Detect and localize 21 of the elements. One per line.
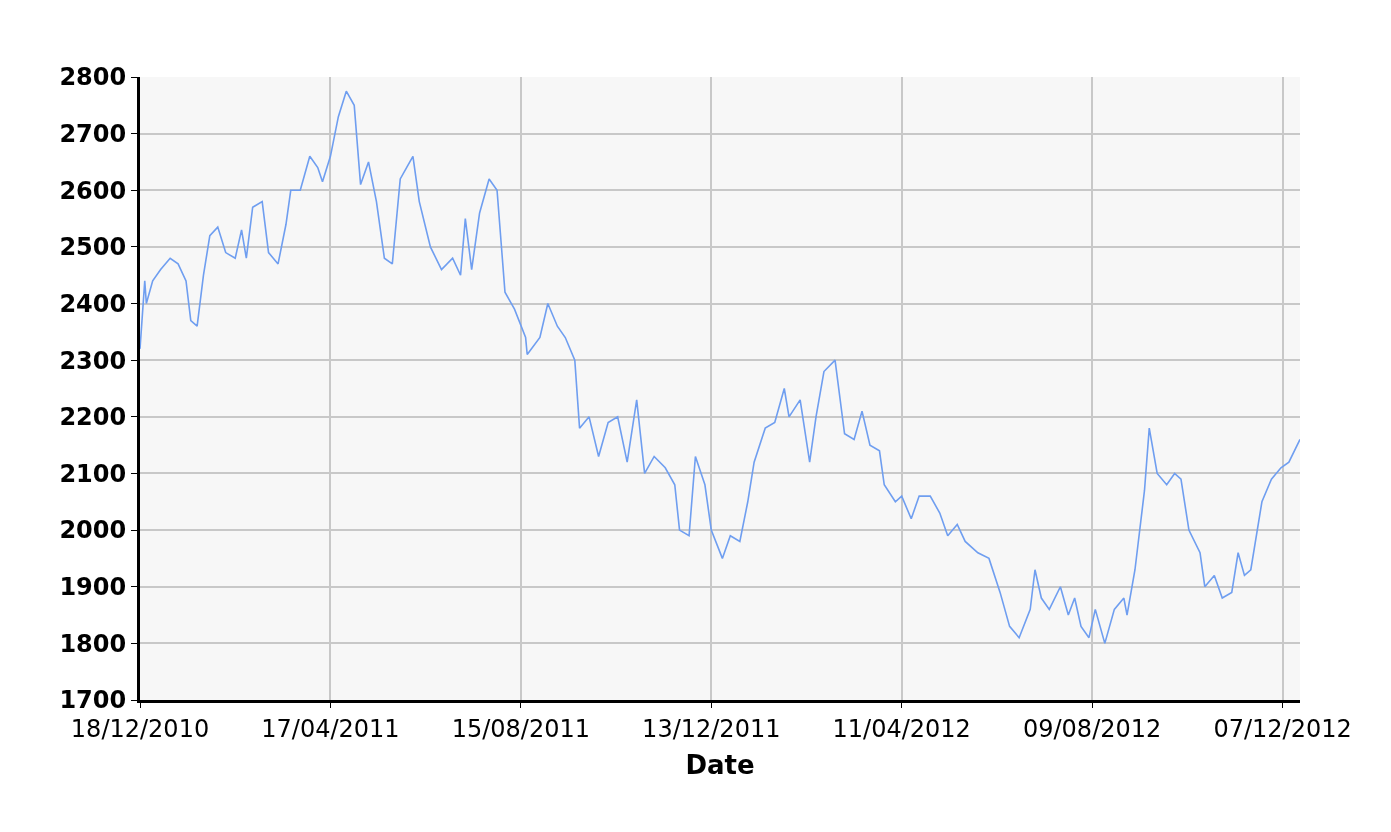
x-tick-label: 13/12/2011 [642,714,781,743]
x-tick-label: 11/04/2012 [832,714,971,743]
y-tick-label: 1700 [59,686,127,715]
y-tick-label: 2100 [59,459,127,488]
y-tick-label: 2300 [59,346,127,375]
y-tick-label: 1800 [59,629,127,658]
x-tick-label: 15/08/2011 [451,714,591,743]
y-tick-label: 2000 [59,516,127,545]
x-axis-title: Date [685,750,755,781]
y-tick-label: 2700 [59,120,127,149]
y-tick-label: 2400 [59,289,127,318]
x-tick-label: 18/12/2010 [70,714,210,743]
y-tick-label: 1900 [59,573,127,602]
x-tick-label: 09/08/2012 [1022,714,1162,743]
y-tick-label: 2500 [59,233,127,262]
x-tick-label: 17/04/2011 [261,714,400,743]
y-tick-label: 2600 [59,176,127,205]
y-tick-label: 2200 [59,403,127,432]
line-series [140,90,1300,645]
y-tick-label: 2800 [59,63,127,92]
x-tick-label: 07/12/2012 [1213,714,1352,743]
